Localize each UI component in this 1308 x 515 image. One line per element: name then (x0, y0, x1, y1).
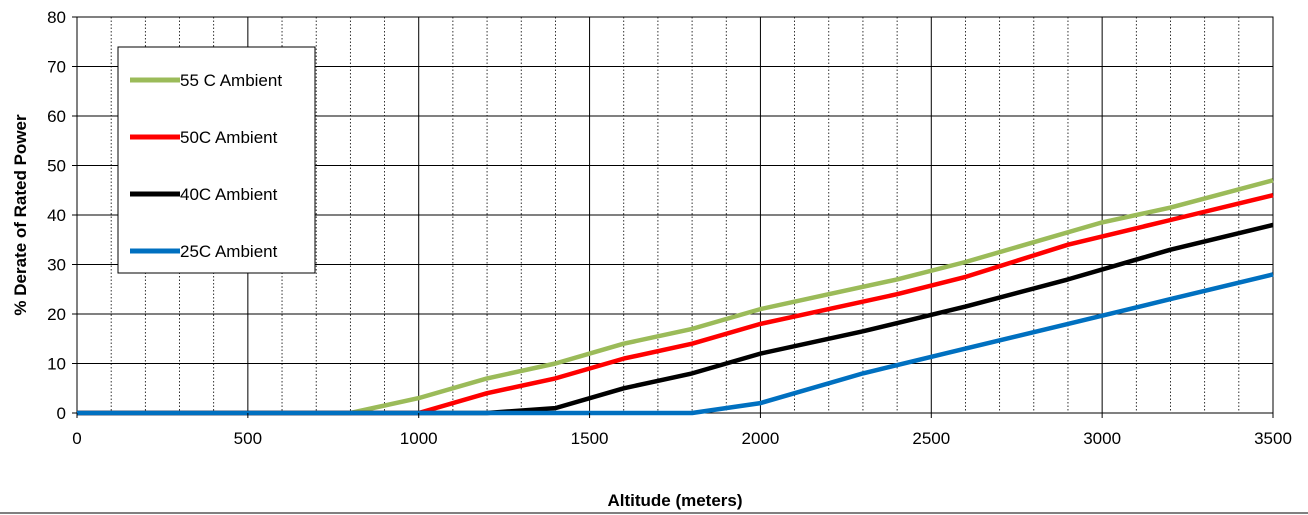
series-line-4 (77, 272, 1274, 416)
y-tick-label: 70 (47, 58, 66, 77)
y-tick-label: 10 (47, 355, 66, 374)
legend: 55 C Ambient 50C Ambient 40C Ambient 25C Am… (117, 46, 316, 274)
y-tick-label: 50 (47, 157, 66, 176)
series-lines (77, 178, 1274, 416)
y-tick-label: 30 (47, 256, 66, 275)
x-tick-label: 3500 (1254, 429, 1292, 448)
x-tick-label: 1000 (400, 429, 438, 448)
x-axis-tick-labels: 0 500 1000 1500 2000 2500 3000 3500 (72, 413, 1292, 448)
y-axis-title: % Derate of Rated Power (11, 114, 30, 316)
x-axis-title: Altitude (meters) (607, 491, 742, 510)
legend-entry-label: 50C Ambient (180, 128, 278, 147)
x-tick-label: 0 (72, 429, 81, 448)
legend-box (117, 46, 316, 274)
y-tick-label: 60 (47, 107, 66, 126)
legend-entry-label: 55 C Ambient (180, 71, 282, 90)
x-tick-label: 2000 (742, 429, 780, 448)
series-line-1 (77, 178, 1274, 416)
legend-entry-label: 40C Ambient (180, 185, 278, 204)
y-tick-label: 40 (47, 206, 66, 225)
x-tick-label: 2500 (912, 429, 950, 448)
y-tick-label: 80 (47, 8, 66, 27)
legend-entry-label: 25C Ambient (180, 242, 278, 261)
x-tick-label: 3000 (1083, 429, 1121, 448)
y-tick-label: 0 (57, 404, 66, 423)
y-axis-tick-labels: 0 10 20 30 40 50 60 70 80 (47, 8, 77, 423)
y-tick-label: 20 (47, 305, 66, 324)
series-line-2 (77, 193, 1274, 416)
x-tick-label: 1500 (571, 429, 609, 448)
series-line-3 (77, 222, 1274, 416)
x-tick-label: 500 (234, 429, 262, 448)
